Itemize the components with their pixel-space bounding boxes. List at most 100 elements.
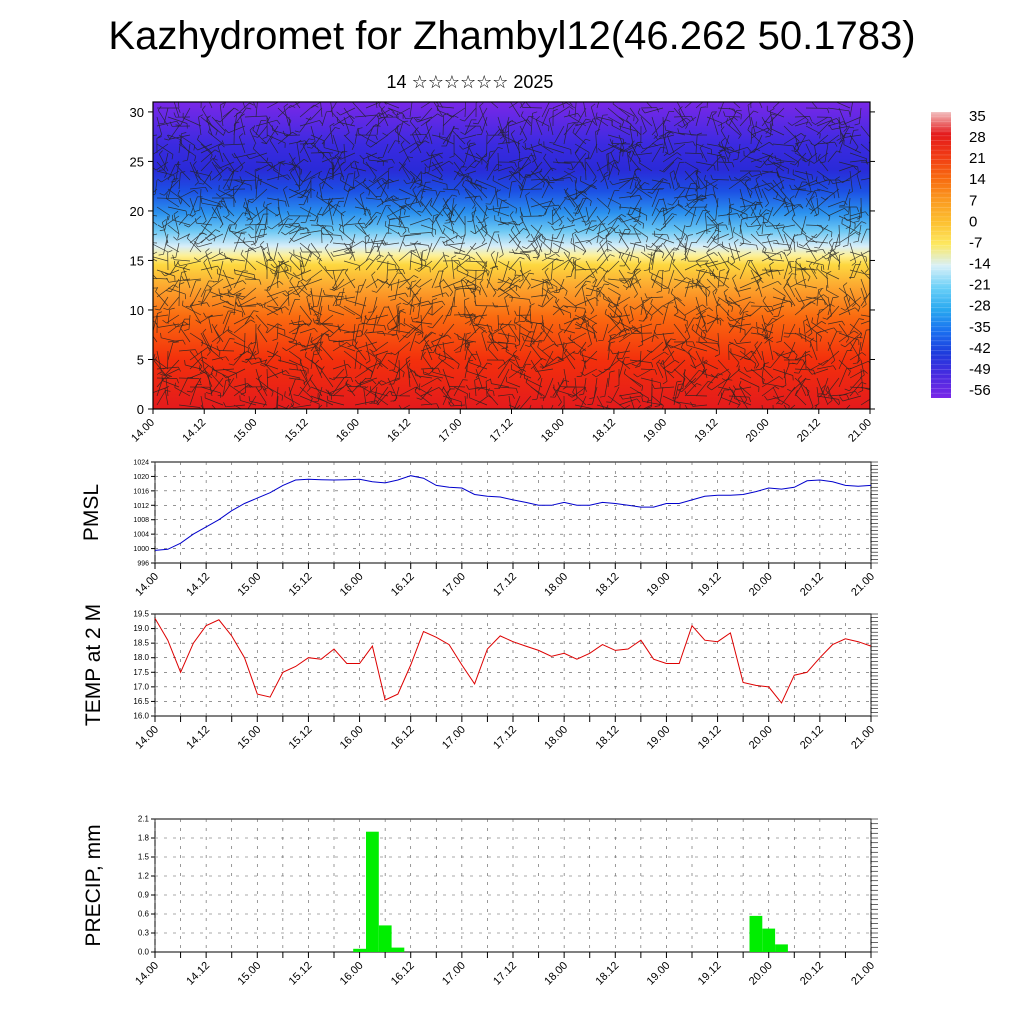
wind-barb: [211, 323, 221, 341]
wind-barb-flag: [210, 369, 214, 374]
wind-barb: [508, 233, 519, 247]
wind-barb-flag: [260, 240, 265, 245]
wind-barb-flag: [181, 132, 187, 135]
wind-barb-flag: [788, 359, 790, 365]
wind-barb-flag: [466, 173, 470, 179]
precip-bar: [749, 915, 763, 952]
wind-barb-flag: [288, 120, 292, 126]
wind-barb-flag: [371, 402, 377, 405]
wind-barb-flag: [776, 340, 782, 343]
wind-barb: [712, 179, 730, 181]
wind-barb: [781, 386, 796, 405]
wind-barb-flag: [612, 102, 614, 104]
wind-barb: [363, 152, 378, 160]
wind-barb: [728, 318, 741, 334]
wind-barb-flag: [669, 130, 674, 134]
wind-barb: [387, 251, 400, 269]
wind-barb: [510, 133, 521, 154]
wind-barb-flag: [727, 379, 733, 381]
wind-barb-flag: [280, 260, 284, 266]
wind-barb: [277, 251, 289, 269]
wind-barb-flag: [289, 404, 294, 408]
wind-barb: [406, 179, 422, 185]
wind-barb-flag: [506, 343, 509, 349]
wind-barb: [783, 368, 787, 386]
wind-barb-flag: [253, 352, 259, 356]
wind-barb: [332, 292, 341, 307]
wind-barb: [169, 134, 191, 140]
wind-barb: [417, 296, 422, 318]
wind-barb: [843, 144, 862, 154]
wind-barb-flag: [858, 390, 863, 393]
wind-barb: [827, 107, 850, 112]
wind-barb-flag: [545, 179, 551, 183]
wind-barb-flag: [654, 405, 660, 407]
wind-barb-flag: [764, 339, 769, 344]
wind-barb-flag: [423, 334, 427, 339]
wind-barb-flag: [197, 134, 200, 140]
wind-barb-flag: [162, 319, 167, 324]
wind-barb-flag: [489, 340, 495, 345]
wind-barb: [809, 341, 818, 361]
wind-barb-flag: [217, 394, 223, 397]
wind-barb: [772, 368, 794, 376]
wind-barb-flag: [685, 225, 691, 227]
wind-barb: [629, 242, 636, 262]
wind-barb-flag: [764, 187, 769, 191]
wind-barb-flag: [686, 340, 688, 346]
wind-barb-flag: [749, 301, 755, 304]
wind-barb-flag: [558, 204, 562, 210]
wind-barb-flag: [830, 121, 836, 124]
wind-barb: [420, 387, 440, 397]
wind-barb: [246, 350, 257, 363]
wind-barb: [662, 213, 673, 226]
wind-barb-flag: [437, 367, 441, 373]
wind-barb-flag: [618, 253, 622, 259]
wind-barb-flag: [277, 323, 283, 327]
wind-barb-flag: [594, 268, 598, 274]
wind-barb-flag: [513, 349, 518, 355]
wind-barb: [678, 109, 686, 127]
wind-barb: [420, 367, 439, 370]
x-tick-label: 20.12: [795, 417, 823, 445]
wind-barb: [633, 272, 642, 289]
wind-barb: [153, 233, 158, 236]
wind-barb: [491, 383, 510, 388]
wind-barb: [805, 143, 813, 158]
wind-barb-flag: [378, 254, 384, 257]
wind-barb: [497, 233, 504, 255]
wind-barb: [283, 106, 290, 127]
wind-barb: [211, 206, 224, 224]
wind-barb: [373, 242, 389, 245]
wind-barb: [665, 343, 675, 361]
wind-barb-flag: [442, 228, 446, 233]
wind-barb-flag: [619, 229, 622, 235]
wind-barb-flag: [378, 363, 383, 368]
wind-barb-flag: [181, 271, 187, 273]
wind-barb: [660, 215, 675, 231]
wind-barb-flag: [320, 195, 324, 201]
wind-barb-flag: [841, 320, 845, 326]
wind-barb-flag: [739, 308, 742, 314]
wind-barb-flag: [292, 131, 297, 136]
wind-barb-flag: [872, 283, 874, 288]
wind-barb: [768, 159, 785, 172]
wind-barb-flag: [462, 163, 465, 168]
wind-barb: [607, 296, 623, 315]
wind-barb-flag: [874, 157, 876, 162]
wind-barb: [530, 179, 546, 190]
wind-barb-flag: [807, 276, 811, 282]
wind-barb-flag: [789, 261, 792, 267]
wind-barb-flag: [424, 140, 430, 144]
wind-barb-flag: [455, 351, 461, 353]
wind-barb: [849, 250, 870, 262]
wind-barb: [309, 307, 323, 316]
wind-barb-flag: [161, 371, 166, 376]
wind-barb-flag: [712, 184, 718, 188]
wind-barb: [453, 332, 470, 344]
wind-barb: [695, 270, 701, 289]
wind-barb: [769, 264, 774, 280]
wind-barb: [409, 102, 413, 118]
wind-barb: [332, 151, 343, 172]
